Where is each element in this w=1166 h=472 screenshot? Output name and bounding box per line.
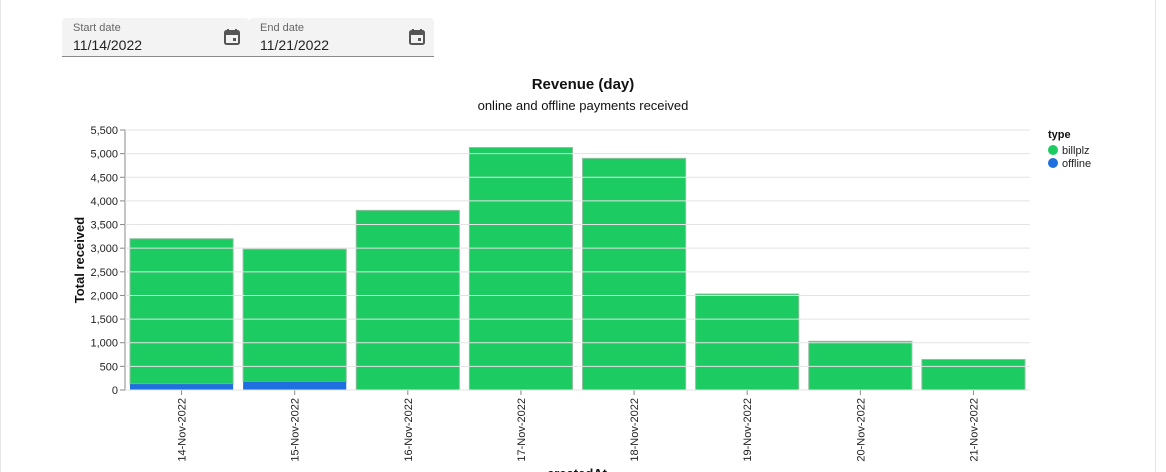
- start-date-label: Start date: [73, 22, 121, 34]
- y-tick-label: 4,500: [90, 172, 118, 184]
- y-tick-label: 500: [100, 361, 118, 373]
- legend-swatch-offline: [1048, 158, 1058, 168]
- bar-offline: [243, 381, 347, 390]
- y-tick-label: 1,500: [90, 314, 118, 326]
- legend-swatch-billplz: [1048, 145, 1058, 155]
- y-tick-label: 3,500: [90, 220, 118, 232]
- bar-offline: [130, 384, 234, 390]
- x-tick-label: 18-Nov-2022: [629, 398, 641, 462]
- y-tick-label: 2,500: [90, 267, 118, 279]
- end-date-label: End date: [260, 22, 305, 34]
- x-tick-label: 15-Nov-2022: [290, 398, 302, 462]
- chart-title: Revenue (day): [531, 76, 635, 93]
- x-tick-label: 16-Nov-2022: [403, 398, 415, 462]
- legend-label-billplz: billplz: [1062, 145, 1090, 157]
- x-tick-label: 20-Nov-2022: [855, 398, 867, 462]
- y-tick-label: 1,000: [90, 338, 118, 350]
- y-axis-title: Total received: [72, 217, 87, 304]
- x-tick-label: 14-Nov-2022: [177, 398, 189, 462]
- bar-billplz: [695, 293, 800, 391]
- calendar-icon[interactable]: [223, 28, 241, 46]
- start-date-value: 11/14/2022: [73, 37, 143, 53]
- legend-label-offline: offline: [1062, 158, 1091, 170]
- bar-billplz: [355, 209, 460, 391]
- x-tick-label: 17-Nov-2022: [516, 398, 528, 462]
- bar-billplz: [921, 359, 1026, 391]
- start-date-field[interactable]: Start date 11/14/2022: [62, 18, 249, 57]
- y-tick-label: 2,000: [90, 290, 118, 302]
- bar-billplz: [129, 238, 234, 385]
- bar-billplz: [242, 248, 347, 383]
- y-tick-label: 3,000: [90, 243, 118, 255]
- y-tick-label: 0: [112, 385, 118, 397]
- y-tick-label: 5,500: [90, 125, 118, 137]
- y-tick-label: 4,000: [90, 196, 118, 208]
- chart-subtitle: online and offline payments received: [477, 98, 689, 113]
- legend-title: type: [1048, 129, 1071, 141]
- x-axis-title: createdAt: [547, 466, 608, 472]
- x-tick-label: 19-Nov-2022: [742, 398, 754, 462]
- x-tick-label: 21-Nov-2022: [968, 398, 980, 462]
- y-tick-label: 5,000: [90, 149, 118, 161]
- calendar-icon[interactable]: [408, 28, 426, 46]
- end-date-value: 11/21/2022: [260, 37, 330, 53]
- bar-billplz: [468, 146, 573, 391]
- bar-billplz: [582, 157, 687, 391]
- bar-billplz: [808, 340, 913, 391]
- end-date-field[interactable]: End date 11/21/2022: [249, 18, 434, 57]
